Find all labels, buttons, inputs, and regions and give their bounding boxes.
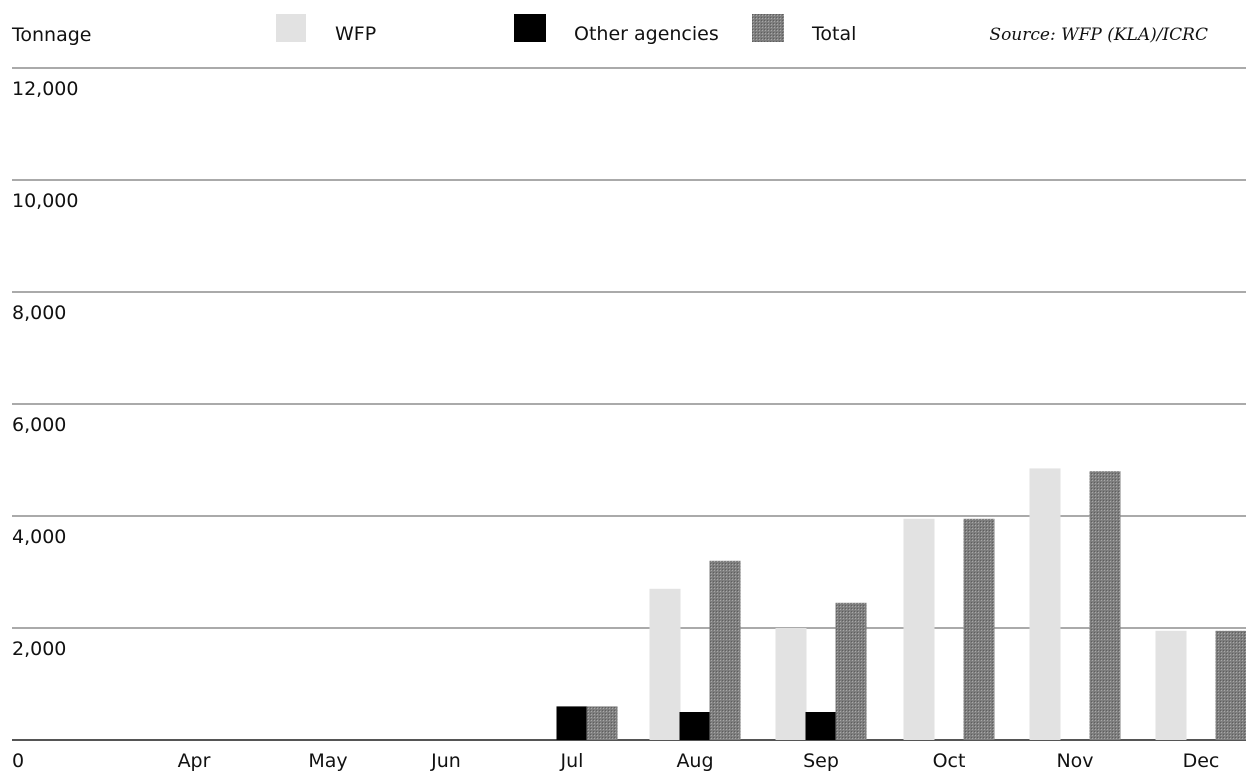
y-tick-label: 10,000	[12, 190, 78, 212]
legend-label-wfp: WFP	[335, 23, 376, 45]
legend-swatch-other-agencies	[514, 14, 546, 42]
bar-wfp	[1029, 468, 1061, 740]
x-tick-label: Aug	[676, 750, 713, 771]
y-tick-label: 2,000	[12, 638, 66, 660]
bar-total	[963, 518, 995, 740]
x-tick-label: May	[308, 750, 347, 771]
legend-label-total: Total	[811, 23, 856, 45]
y-tick-label: 4,000	[12, 526, 66, 548]
bar-other-agencies	[805, 712, 837, 740]
bar-wfp	[775, 628, 807, 740]
bar-total	[709, 560, 741, 740]
x-tick-label: Apr	[178, 750, 211, 771]
y-tick-label: 8,000	[12, 302, 66, 324]
bar-other-agencies	[556, 706, 588, 740]
legend-label-other-agencies: Other agencies	[574, 23, 719, 45]
x-tick-label: Jun	[430, 750, 461, 771]
x-tick-label: Oct	[933, 750, 966, 771]
bar-total	[1089, 471, 1121, 740]
y-tick-label: 6,000	[12, 414, 66, 436]
legend-swatch-total	[752, 14, 784, 42]
y-axis-title: Tonnage	[11, 24, 91, 46]
bar-wfp	[903, 518, 935, 740]
bar-wfp	[649, 588, 681, 740]
bar-total	[835, 602, 867, 740]
x-tick-label: Sep	[803, 750, 839, 771]
y-tick-label: 12,000	[12, 78, 78, 100]
x-tick-label: Jul	[560, 750, 584, 771]
y-tick-label: 0	[12, 750, 24, 771]
bar-wfp	[1155, 630, 1187, 740]
x-tick-label: Nov	[1056, 750, 1093, 771]
legend-swatch-wfp	[276, 14, 306, 42]
bar-total	[586, 706, 618, 740]
x-tick-label: Dec	[1183, 750, 1220, 771]
source-note: Source: WFP (KLA)/ICRC	[989, 25, 1208, 45]
bar-total	[1215, 630, 1246, 740]
bar-other-agencies	[679, 712, 711, 740]
